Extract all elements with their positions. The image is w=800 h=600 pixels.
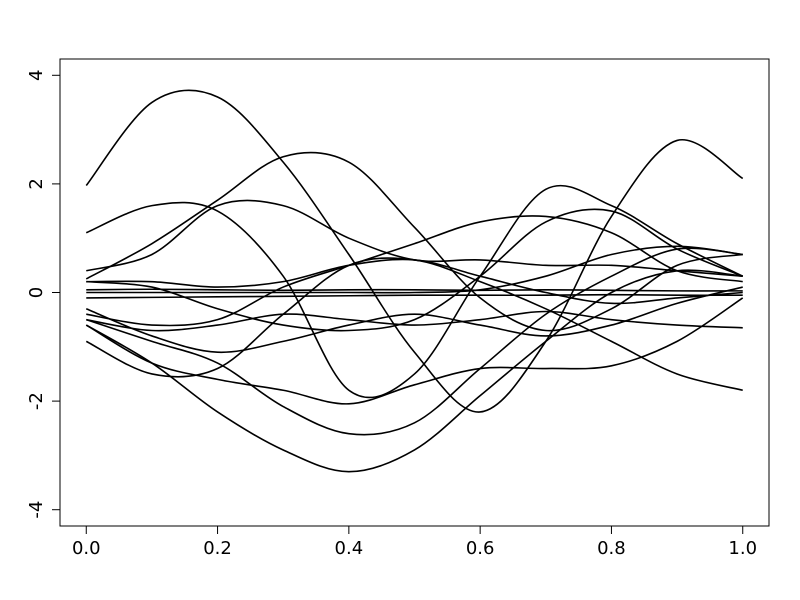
y-tick-label: 4: [26, 70, 47, 81]
series-line: [85, 286, 743, 354]
x-tick-label: 1.0: [728, 538, 757, 559]
x-tick-label: 0.4: [335, 538, 364, 559]
x-tick-label: 0.6: [466, 538, 495, 559]
series-line: [86, 293, 743, 299]
y-tick-label: 0: [26, 287, 47, 298]
series-line: [85, 297, 744, 405]
series-line: [85, 269, 743, 473]
x-tick-label: 0.8: [597, 538, 626, 559]
series-line: [86, 258, 743, 305]
x-tick-label: 0.2: [203, 538, 232, 559]
series-line: [86, 245, 743, 294]
x-tick-label: 0.0: [72, 538, 101, 559]
y-tick-label: -4: [26, 501, 47, 519]
series-line: [86, 288, 743, 292]
series-line: [86, 310, 743, 332]
y-tick-label: 2: [26, 178, 47, 189]
y-tick-label: -2: [26, 392, 47, 410]
series-line: [85, 184, 744, 399]
series-line: [86, 215, 743, 327]
series-line: [86, 208, 744, 332]
series-line: [86, 247, 743, 436]
series-line: [85, 151, 743, 332]
series-line: [85, 89, 744, 413]
